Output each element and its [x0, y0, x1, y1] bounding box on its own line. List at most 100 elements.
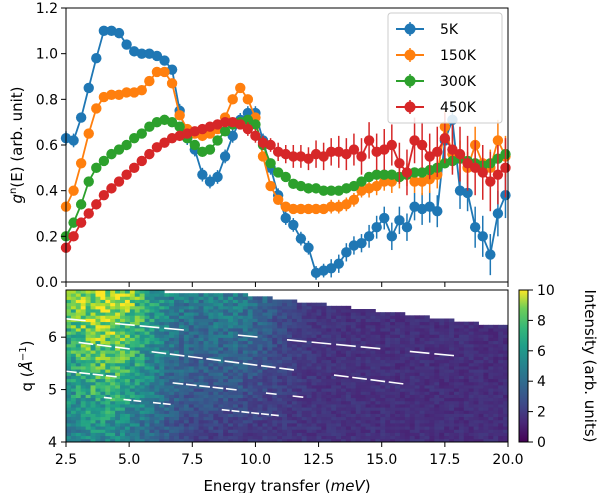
heat-cell: [232, 423, 239, 427]
heat-cell: [380, 321, 386, 326]
heat-cell: [306, 318, 312, 323]
heat-cell: [75, 334, 82, 338]
heat-cell: [444, 407, 450, 411]
heat-cell: [301, 397, 308, 402]
heat-cell: [247, 343, 254, 348]
legend-box: [387, 12, 503, 124]
heatmap-x-tick-label-2: 7.5: [181, 452, 203, 468]
heat-cell: [164, 309, 170, 313]
heat-cell: [399, 407, 406, 411]
heat-cell: [341, 350, 347, 354]
heat-cell: [350, 366, 357, 370]
heat-cell: [223, 438, 229, 443]
heat-cell: [149, 328, 155, 332]
heat-cell: [414, 429, 420, 433]
heat-cell: [434, 394, 440, 399]
heat-cell: [120, 302, 126, 307]
heat-cell: [90, 356, 96, 361]
heat-cell: [316, 397, 322, 402]
heat-cell: [291, 299, 298, 304]
heat-cell: [311, 385, 317, 389]
heat-cell: [331, 340, 337, 345]
heat-cell: [218, 331, 224, 335]
heat-cell: [483, 410, 489, 414]
heat-cell: [414, 369, 420, 373]
heat-cell: [183, 416, 190, 421]
heat-cell: [414, 324, 420, 329]
heat-cell: [498, 337, 504, 342]
legend-marker-5K: [404, 23, 416, 35]
heat-cell: [326, 404, 332, 408]
heat-cell: [139, 366, 145, 370]
heat-cell: [385, 350, 391, 354]
heat-cell: [321, 404, 327, 408]
heat-cell: [331, 435, 337, 440]
heat-cell: [120, 318, 126, 323]
heat-cell: [287, 312, 293, 316]
heat-cell: [66, 315, 72, 319]
heat-cell: [257, 356, 263, 361]
heat-cell: [439, 324, 445, 329]
heat-cell: [95, 381, 101, 386]
heat-cell: [203, 372, 209, 376]
heat-cell: [100, 321, 106, 326]
heat-cell: [336, 372, 342, 376]
heat-cell: [360, 375, 366, 380]
heat-cell: [164, 296, 170, 300]
heat-cell: [95, 296, 101, 300]
heat-cell: [188, 416, 195, 421]
heat-cell: [242, 312, 249, 316]
heat-cell: [262, 328, 268, 332]
heat-cell: [287, 404, 293, 408]
heat-cell: [341, 397, 347, 402]
heat-cell: [331, 356, 337, 361]
heat-cell: [463, 407, 470, 411]
heat-cell: [203, 331, 209, 335]
heat-cell: [478, 324, 484, 329]
heat-cell: [242, 309, 249, 313]
heat-cell: [154, 324, 160, 329]
heat-cell: [306, 347, 312, 351]
heat-cell: [232, 331, 239, 335]
heat-cell: [174, 394, 180, 399]
heat-cell: [262, 353, 268, 357]
heat-cell: [473, 400, 479, 405]
heat-cell: [257, 359, 263, 364]
heat-cell: [370, 328, 376, 332]
heat-cell: [478, 372, 484, 376]
heat-cell: [370, 413, 376, 418]
heat-cell: [218, 385, 224, 389]
heat-cell: [85, 321, 91, 326]
heat-cell: [188, 394, 195, 399]
heat-cell: [390, 413, 396, 418]
heat-cell: [178, 309, 185, 313]
heat-cell: [203, 309, 209, 313]
heat-cell: [213, 343, 219, 348]
heat-cell: [385, 347, 391, 351]
heat-cell: [120, 369, 126, 373]
heat-cell: [424, 426, 430, 430]
heat-cell: [345, 315, 352, 319]
heat-cell: [149, 362, 155, 367]
heat-cell: [66, 347, 72, 351]
heat-cell: [100, 293, 106, 297]
heat-cell: [164, 429, 170, 433]
heat-cell: [404, 337, 411, 342]
heat-cell: [409, 347, 416, 351]
heat-cell: [95, 426, 101, 430]
heat-cell: [272, 347, 278, 351]
heat-cell: [272, 343, 278, 348]
point-450K-5: [98, 190, 110, 201]
heat-cell: [326, 385, 332, 389]
heat-cell: [404, 400, 411, 405]
heat-cell: [100, 410, 106, 414]
heat-cell: [483, 366, 489, 370]
heat-cell: [178, 372, 185, 376]
heat-cell: [105, 296, 111, 300]
heat-cell: [498, 353, 504, 357]
heat-cell: [282, 432, 288, 437]
heat-cell: [105, 375, 111, 380]
heat-cell: [213, 410, 219, 414]
heat-cell: [66, 394, 72, 399]
heat-cell: [80, 362, 87, 367]
